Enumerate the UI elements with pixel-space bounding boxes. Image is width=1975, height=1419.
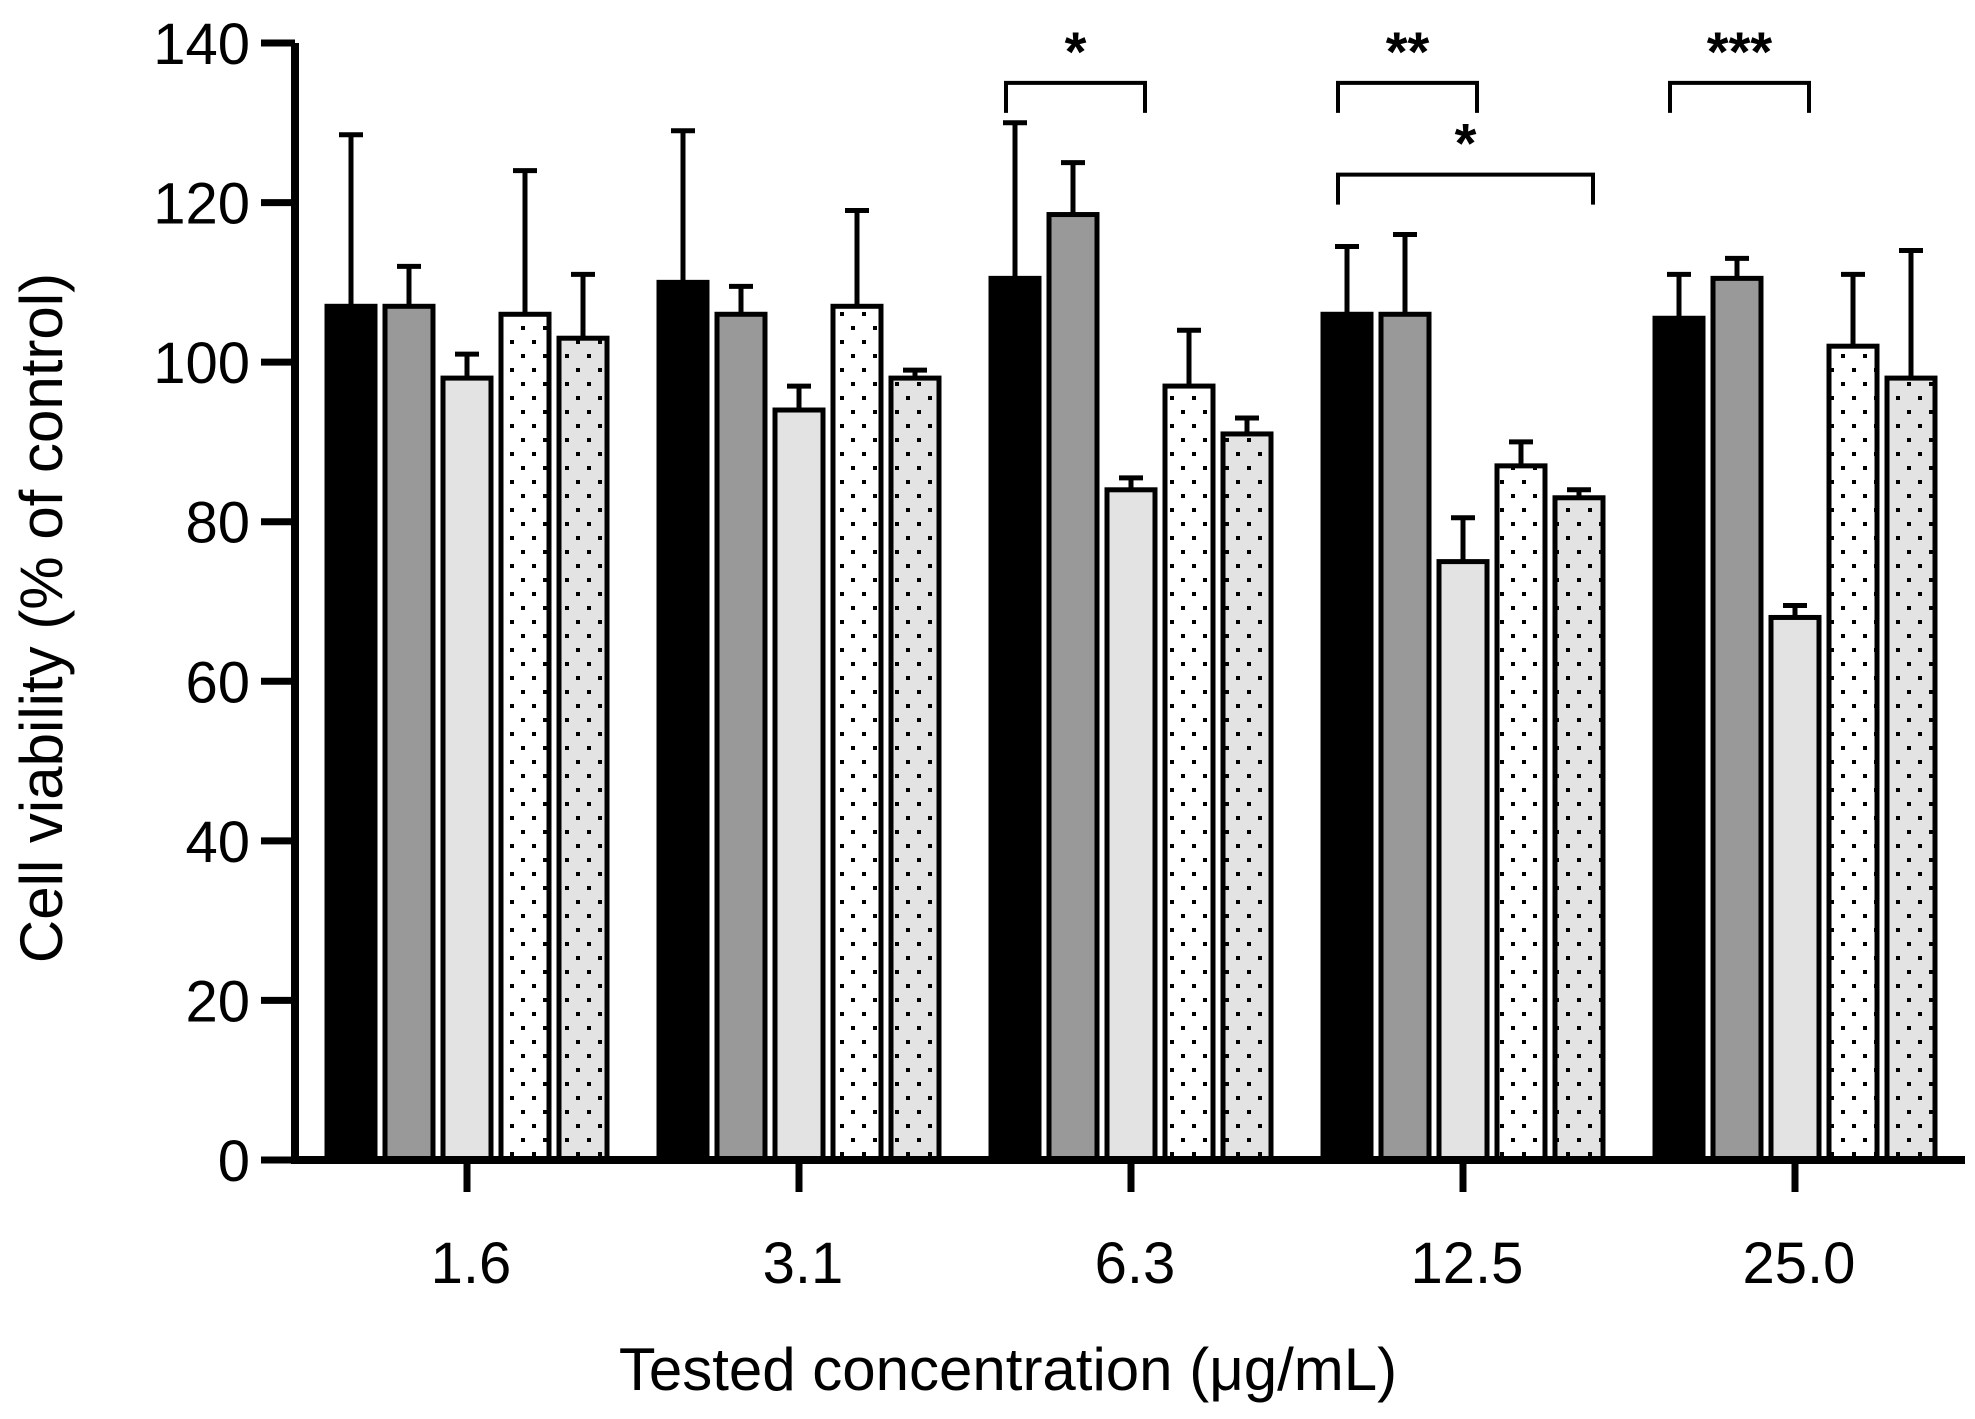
y-axis-title: Cell viability (% of control) xyxy=(8,273,75,963)
bar-cat0-series3 xyxy=(440,375,494,1163)
bar-cat1-series4 xyxy=(830,303,884,1163)
y-tick-label-140: 140 xyxy=(153,12,250,77)
significance-bracket-1 xyxy=(1336,80,1479,113)
bar-cat1-series2 xyxy=(714,311,768,1163)
significance-label-2: * xyxy=(1455,112,1477,175)
y-tick-label-100: 100 xyxy=(153,331,250,396)
bar-cat3-series5 xyxy=(1552,495,1606,1163)
significance-bracket-3 xyxy=(1668,80,1811,113)
bar-cat4-series3 xyxy=(1768,614,1822,1163)
bars-layer xyxy=(324,212,1938,1163)
significance-label-1: ** xyxy=(1386,20,1430,83)
bar-cat0-series5 xyxy=(556,335,610,1163)
bar-cat2-series3 xyxy=(1104,487,1158,1163)
bar-cat1-series3 xyxy=(772,407,826,1163)
bar-cat2-series2 xyxy=(1046,212,1100,1163)
significance-label-3: *** xyxy=(1707,20,1773,83)
y-tick-label-60: 60 xyxy=(185,650,250,715)
bar-cat4-series4 xyxy=(1826,343,1880,1163)
bar-cat3-series4 xyxy=(1494,463,1548,1163)
bar-cat3-series3 xyxy=(1436,559,1490,1163)
bar-cat2-series5 xyxy=(1220,431,1274,1163)
x-tick-label-3: 12.5 xyxy=(1411,1231,1524,1296)
significance-bracket-2 xyxy=(1336,172,1595,205)
bar-cat3-series2 xyxy=(1378,311,1432,1163)
x-tick-label-2: 6.3 xyxy=(1095,1231,1176,1296)
bar-cat4-series1 xyxy=(1652,315,1706,1163)
y-tick-label-80: 80 xyxy=(185,491,250,556)
significance-layer: * ****** xyxy=(1004,20,1811,205)
y-tick-label-120: 120 xyxy=(153,172,250,237)
bar-cat4-series2 xyxy=(1710,275,1764,1163)
bar-cat2-series4 xyxy=(1162,383,1216,1163)
axes-layer: 1.6 3.1 6.3 12.5 25.0 0 20 40 60 80 100 120 140 xyxy=(153,12,1965,1296)
y-tick-label-40: 40 xyxy=(185,810,250,875)
x-tick-label-1: 3.1 xyxy=(763,1231,844,1296)
bar-cat2-series1 xyxy=(988,275,1042,1163)
bar-cat0-series1 xyxy=(324,303,378,1163)
bar-cat1-series1 xyxy=(656,279,710,1163)
bar-cat0-series2 xyxy=(382,303,436,1163)
error-bars-layer xyxy=(339,120,1923,618)
bar-cat4-series5 xyxy=(1884,375,1938,1163)
x-tick-label-0: 1.6 xyxy=(431,1231,512,1296)
bar-cat3-series1 xyxy=(1320,311,1374,1163)
x-axis-title: Tested concentration (μg/mL) xyxy=(619,1336,1397,1403)
x-tick-label-4: 25.0 xyxy=(1743,1231,1856,1296)
y-tick-label-20: 20 xyxy=(185,969,250,1034)
bar-cat0-series4 xyxy=(498,311,552,1163)
y-tick-label-0: 0 xyxy=(218,1129,250,1194)
significance-bracket-0 xyxy=(1004,80,1147,113)
significance-label-0: * xyxy=(1065,20,1087,83)
bar-cat1-series5 xyxy=(888,375,942,1163)
